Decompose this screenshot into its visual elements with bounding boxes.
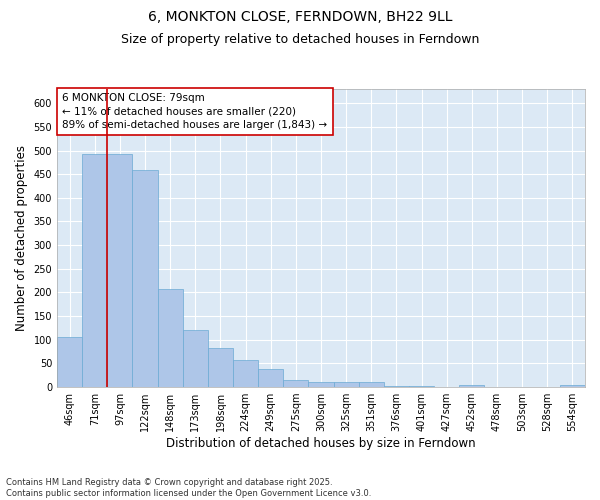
- Bar: [359, 382, 384, 387]
- Bar: [334, 382, 359, 387]
- X-axis label: Distribution of detached houses by size in Ferndown: Distribution of detached houses by size …: [166, 437, 476, 450]
- Bar: [409, 386, 434, 387]
- Bar: [208, 348, 233, 387]
- Text: Size of property relative to detached houses in Ferndown: Size of property relative to detached ho…: [121, 32, 479, 46]
- Y-axis label: Number of detached properties: Number of detached properties: [15, 145, 28, 331]
- Bar: [384, 386, 409, 387]
- Bar: [258, 369, 283, 387]
- Bar: [133, 170, 158, 387]
- Bar: [459, 384, 484, 387]
- Bar: [82, 154, 107, 387]
- Text: Contains HM Land Registry data © Crown copyright and database right 2025.
Contai: Contains HM Land Registry data © Crown c…: [6, 478, 371, 498]
- Bar: [308, 382, 334, 387]
- Bar: [233, 360, 258, 387]
- Bar: [560, 384, 585, 387]
- Bar: [283, 380, 308, 387]
- Text: 6 MONKTON CLOSE: 79sqm
← 11% of detached houses are smaller (220)
89% of semi-de: 6 MONKTON CLOSE: 79sqm ← 11% of detached…: [62, 94, 328, 130]
- Bar: [57, 338, 82, 387]
- Bar: [158, 289, 183, 387]
- Text: 6, MONKTON CLOSE, FERNDOWN, BH22 9LL: 6, MONKTON CLOSE, FERNDOWN, BH22 9LL: [148, 10, 452, 24]
- Bar: [107, 154, 133, 387]
- Bar: [183, 330, 208, 387]
